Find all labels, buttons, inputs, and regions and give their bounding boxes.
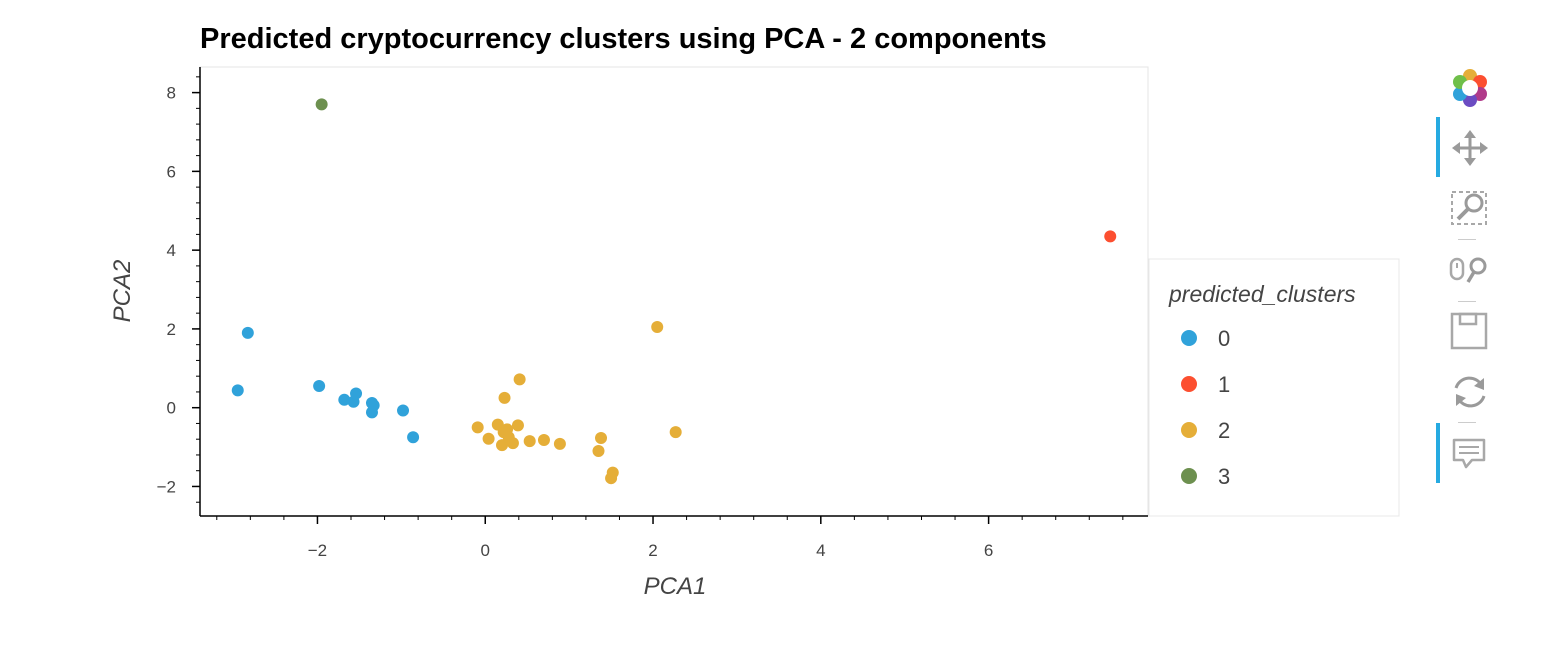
point-cluster-2[interactable]	[669, 426, 682, 439]
pan-active-indicator	[1436, 117, 1440, 177]
point-cluster-2[interactable]	[605, 472, 618, 485]
pan-icon[interactable]	[1438, 120, 1494, 176]
legend-swatch-2	[1181, 422, 1197, 438]
point-cluster-2[interactable]	[523, 435, 536, 448]
y-axis: −2 0 2 4 6 8	[157, 67, 201, 516]
box-zoom-icon[interactable]	[1438, 180, 1494, 236]
point-cluster-2[interactable]	[537, 433, 550, 446]
point-cluster-0[interactable]	[350, 387, 363, 400]
toolbar	[1436, 64, 1496, 494]
point-cluster-0[interactable]	[231, 384, 244, 397]
scatter-points	[231, 98, 1117, 485]
x-axis-label: PCA1	[644, 573, 707, 600]
point-cluster-3[interactable]	[315, 98, 328, 111]
legend-swatch-1	[1181, 376, 1197, 392]
point-cluster-0[interactable]	[365, 406, 378, 419]
point-cluster-0[interactable]	[313, 380, 326, 393]
point-cluster-2[interactable]	[498, 391, 511, 404]
point-cluster-2[interactable]	[511, 419, 524, 432]
legend-label-2: 2	[1218, 418, 1230, 443]
point-cluster-0[interactable]	[397, 404, 410, 417]
x-axis: −2 0 2 4 6	[200, 515, 1148, 560]
x-tick-label: −2	[308, 541, 327, 560]
point-cluster-2[interactable]	[513, 373, 526, 386]
legend-swatch-3	[1181, 468, 1197, 484]
legend-title: predicted_clusters	[1168, 281, 1356, 307]
point-cluster-2[interactable]	[506, 437, 519, 450]
y-tick-label: 2	[167, 320, 176, 339]
legend-label-3: 3	[1218, 464, 1230, 489]
legend-label-1: 1	[1218, 372, 1230, 397]
y-tick-label: 6	[167, 162, 176, 181]
bokeh-logo-icon[interactable]	[1438, 64, 1494, 120]
point-cluster-0[interactable]	[241, 326, 254, 339]
point-cluster-2[interactable]	[471, 421, 484, 434]
wheel-zoom-icon[interactable]	[1438, 242, 1494, 298]
save-icon[interactable]	[1438, 304, 1494, 360]
point-cluster-0[interactable]	[338, 393, 351, 406]
legend-label-0: 0	[1218, 326, 1230, 351]
hover-icon[interactable]	[1438, 426, 1494, 482]
y-tick-label: 0	[167, 399, 176, 418]
point-cluster-0[interactable]	[407, 431, 420, 444]
hover-active-indicator	[1436, 423, 1440, 483]
point-cluster-2[interactable]	[651, 320, 664, 333]
point-cluster-1[interactable]	[1104, 230, 1117, 243]
x-tick-label: 4	[816, 541, 825, 560]
x-tick-label: 6	[984, 541, 993, 560]
point-cluster-2[interactable]	[482, 432, 495, 445]
point-cluster-2[interactable]	[496, 439, 509, 452]
point-cluster-2[interactable]	[553, 437, 566, 450]
x-tick-label: 0	[481, 541, 490, 560]
y-axis-label: PCA2	[109, 260, 136, 323]
y-tick-label: −2	[157, 477, 176, 496]
point-cluster-2[interactable]	[592, 445, 605, 458]
y-tick-label: 8	[167, 84, 176, 103]
reset-icon[interactable]	[1438, 364, 1494, 420]
legend-swatch-0	[1181, 330, 1197, 346]
legend: predicted_clusters 0 1 2 3	[1148, 258, 1400, 517]
x-tick-label: 2	[648, 541, 657, 560]
y-tick-label: 4	[167, 241, 176, 260]
point-cluster-2[interactable]	[595, 432, 608, 445]
plot-area[interactable]	[199, 66, 1149, 517]
chart-title: Predicted cryptocurrency clusters using …	[200, 23, 1047, 55]
